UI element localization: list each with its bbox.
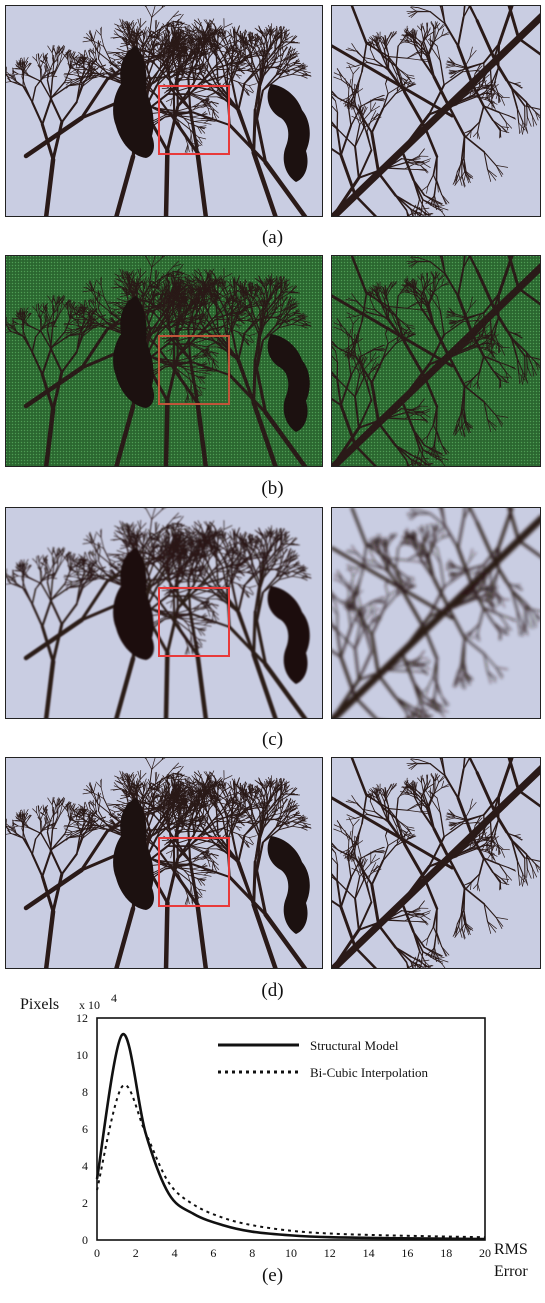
y-tick-label: 0 <box>82 1233 88 1247</box>
x-tick-label: 10 <box>285 1246 297 1260</box>
y-tick-label: 8 <box>82 1085 88 1099</box>
rms-error-histogram-chart: Pixels x 10 4 0 2 4 6 8 10 12 0 2 4 6 8 10 12 14 16 18 20… <box>0 955 545 1298</box>
zoomed-crop-image <box>332 6 541 217</box>
full-image <box>6 758 323 969</box>
x-tick-label: 6 <box>210 1246 216 1260</box>
x-axis-label-line1: RMS <box>494 1241 528 1258</box>
panel-b-full-image <box>5 255 323 467</box>
full-image <box>6 6 323 217</box>
x-tick-label: 0 <box>94 1246 100 1260</box>
zoomed-crop-image <box>332 758 541 969</box>
y-multiplier-label: x 10 <box>79 998 100 1012</box>
plot-layer: 0 2 4 6 8 10 12 0 2 4 6 8 10 12 14 16 18 20 Structural Mod… <box>76 1011 491 1260</box>
legend-label: Structural Model <box>310 1038 399 1053</box>
x-tick-label: 20 <box>479 1246 491 1260</box>
x-tick-label: 8 <box>249 1246 255 1260</box>
caption-a: (a) <box>0 227 545 249</box>
chart-svg: Pixels x 10 4 0 2 4 6 8 10 12 0 2 4 6 8 10 12 14 16 18 20… <box>0 955 545 1298</box>
y-tick-label: 2 <box>82 1196 88 1210</box>
panel-a-zoomed-crop <box>331 5 541 217</box>
panel-d-zoomed-crop <box>331 757 541 969</box>
x-tick-label: 14 <box>363 1246 375 1260</box>
caption-c: (c) <box>0 729 545 751</box>
x-tick-label: 2 <box>133 1246 139 1260</box>
caption-e: (e) <box>0 1265 545 1287</box>
zoomed-crop-image <box>332 256 541 467</box>
x-tick-label: 16 <box>401 1246 413 1260</box>
zoomed-crop-image <box>332 508 541 719</box>
plot-frame <box>97 1018 485 1240</box>
panel-b-zoomed-crop <box>331 255 541 467</box>
panel-a-full-image <box>5 5 323 217</box>
y-tick-label: 6 <box>82 1122 88 1136</box>
y-tick-label: 10 <box>76 1048 88 1062</box>
x-tick-label: 12 <box>324 1246 336 1260</box>
y-multiplier-exponent: 4 <box>111 991 117 1005</box>
caption-b: (b) <box>0 478 545 500</box>
panel-c-zoomed-crop <box>331 507 541 719</box>
full-image <box>6 256 323 467</box>
y-tick-label: 12 <box>76 1011 88 1025</box>
x-tick-label: 4 <box>172 1246 178 1260</box>
legend-label: Bi-Cubic Interpolation <box>310 1065 429 1080</box>
panel-c-full-image <box>5 507 323 719</box>
y-axis-label: Pixels <box>20 996 59 1013</box>
full-image <box>6 508 323 719</box>
x-tick-label: 18 <box>440 1246 452 1260</box>
panel-d-full-image <box>5 757 323 969</box>
y-tick-label: 4 <box>82 1159 88 1173</box>
